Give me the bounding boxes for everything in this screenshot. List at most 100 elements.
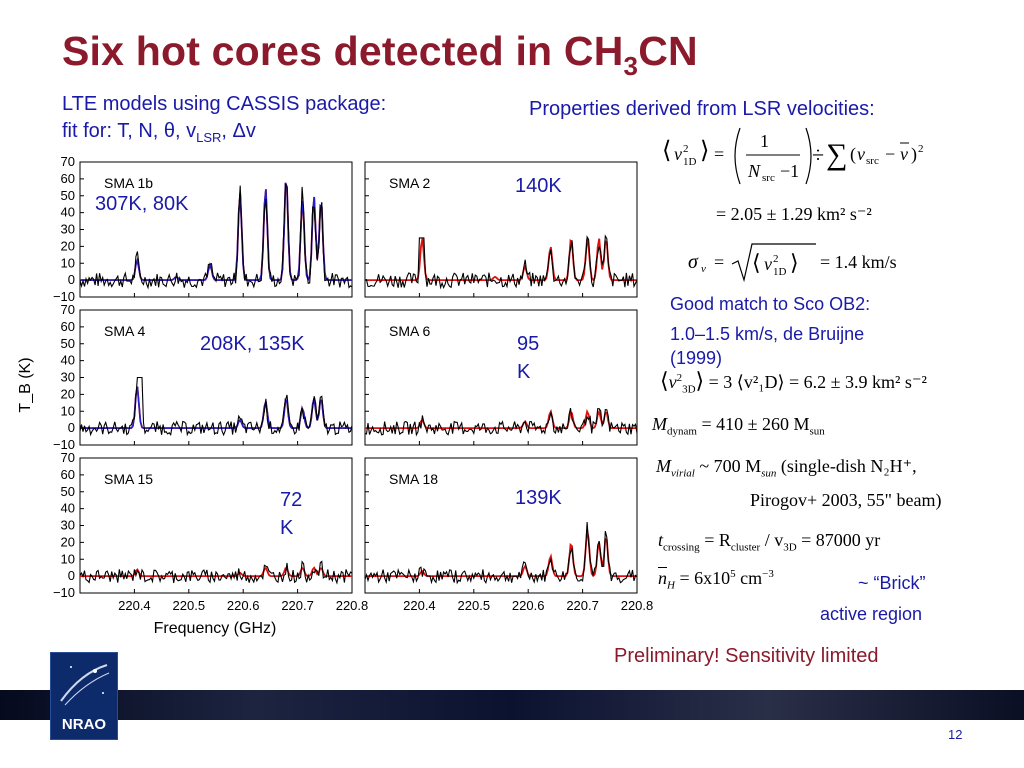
y-tick-label: −10	[53, 437, 75, 452]
y-tick-label: 10	[61, 403, 75, 418]
fit-result-label: 307K, 80K	[95, 193, 189, 215]
fit-result-label: 139K	[515, 487, 562, 509]
svg-text:⟨: ⟨	[752, 250, 761, 275]
y-tick-label: 50	[61, 188, 75, 203]
observed-spectrum	[364, 522, 638, 585]
fit-result-label: K	[517, 361, 531, 383]
x-tick-label: 220.7	[281, 598, 314, 613]
equation-sigma-v: σ v = ⟨ v 2 1D ⟩	[686, 240, 926, 291]
fit-result-label: 140K	[515, 175, 562, 197]
y-tick-label: 70	[61, 154, 75, 169]
svg-text:v: v	[674, 144, 682, 164]
fit-result-label: 72	[280, 489, 302, 511]
y-tick-label: 40	[61, 205, 75, 220]
y-tick-label: 30	[61, 370, 75, 385]
good-match-line2: 1.0–1.5 km/s, de Bruijne	[670, 324, 865, 344]
y-tick-label: 0	[68, 568, 75, 583]
x-axis-label: Frequency (GHz)	[154, 620, 277, 637]
x-tick-label: 220.8	[621, 598, 654, 613]
equation-v1d-svg: ⟨ v 2 1D ⟩ = 1 N src −1 ÷ ∑ ( v src − v …	[662, 127, 924, 185]
brick-label: ~ “Brick”	[858, 573, 926, 593]
panel-name: SMA 2	[389, 175, 430, 191]
x-tick-label: 220.5	[173, 598, 206, 613]
active-region-label: active region	[820, 604, 923, 624]
observed-spectrum	[364, 407, 638, 437]
svg-text:): )	[911, 144, 917, 165]
equation-v1d-result: = 2.05 ± 1.29 km² s⁻²	[716, 204, 872, 224]
panel-name: SMA 4	[104, 323, 145, 339]
nrao-logo: NRAO	[50, 652, 118, 740]
equation-mvirial-ref: Pirogov+ 2003, 55" beam)	[750, 490, 942, 510]
y-tick-label: 10	[61, 255, 75, 270]
spectrum-panel: SMA 2	[364, 161, 638, 298]
svg-text:N: N	[747, 161, 761, 181]
logo-text: NRAO	[61, 716, 107, 733]
x-tick-label: 220.6	[512, 598, 545, 613]
equation-mvirial: Mvirial ~ 700 Msun (single-dish N₂H⁺,	[656, 456, 917, 480]
y-tick-label: 70	[61, 302, 75, 317]
svg-text:2: 2	[918, 143, 924, 155]
x-tick-label: 220.7	[566, 598, 599, 613]
spectrum-panel: SMA 6	[364, 309, 638, 446]
x-tick-label: 220.8	[336, 598, 369, 613]
equation-sigma-result: = 1.4 km/s	[820, 252, 897, 272]
equation-tcrossing: tcrossing = Rcluster / v3D = 87000 yr	[658, 530, 881, 554]
y-tick-label: 40	[61, 501, 75, 516]
lte-models-text: LTE models using CASSIS package:	[62, 93, 387, 115]
observed-spectrum	[79, 376, 353, 437]
svg-text:(: (	[850, 144, 856, 165]
x-tick-label: 220.5	[458, 598, 491, 613]
svg-text:v: v	[701, 263, 706, 275]
svg-text:1D: 1D	[773, 266, 787, 278]
y-tick-label: 60	[61, 319, 75, 334]
panel-name: SMA 18	[389, 471, 438, 487]
equation-mdynam: Mdynam = 410 ± 260 Msun	[652, 414, 825, 438]
svg-text:⟩: ⟩	[700, 138, 709, 164]
fit-for-text: fit for: T, N, θ, vLSR, Δv	[62, 120, 256, 145]
fit-result-label: 95	[517, 333, 539, 355]
panel-name: SMA 1b	[104, 175, 153, 191]
x-tick-label: 220.4	[403, 598, 436, 613]
fit-result-label: 208K, 135K	[200, 333, 305, 355]
y-tick-label: 20	[61, 534, 75, 549]
x-tick-label: 220.4	[118, 598, 151, 613]
y-tick-label: 50	[61, 484, 75, 499]
good-match-line3: (1999)	[670, 348, 723, 368]
model-spectrum-red	[365, 408, 637, 430]
spectrum-panel: 220.4 220.5 220.6 220.7 220.8 SMA 18	[364, 457, 654, 613]
y-tick-label: 30	[61, 518, 75, 533]
x-tick-label: 220.6	[227, 598, 260, 613]
y-tick-label: −10	[53, 585, 75, 600]
good-match-line1: Good match to Sco OB2:	[670, 294, 871, 314]
svg-text:src: src	[866, 155, 879, 167]
equation-v1d: ⟨ v 2 1D ⟩ = 1 N src −1 ÷ ∑ ( v src − v …	[660, 122, 960, 197]
svg-text:1D: 1D	[683, 156, 697, 168]
properties-header: Properties derived from LSR velocities:	[529, 98, 875, 120]
model-spectrum-blue	[80, 386, 352, 429]
footer-banner	[0, 690, 1024, 720]
radio-telescope-icon	[60, 664, 110, 706]
svg-text:1: 1	[760, 131, 769, 151]
svg-text:2: 2	[773, 253, 779, 265]
page-number: 12	[948, 727, 963, 742]
equation-v3d: ⟨v23D⟩ = 3 ⟨v²₁D⟩ = 6.2 ± 3.9 km² s⁻²	[660, 368, 927, 396]
model-spectrum-red	[80, 566, 352, 578]
observed-spectrum	[79, 560, 353, 585]
y-tick-label: 10	[61, 551, 75, 566]
svg-text:v: v	[900, 144, 908, 164]
y-tick-label: 40	[61, 353, 75, 368]
svg-text:⟩: ⟩	[790, 250, 799, 275]
panel-name: SMA 15	[104, 471, 153, 487]
y-tick-label: 20	[61, 238, 75, 253]
slide-title: Six hot cores detected in CH3CN	[62, 28, 698, 81]
svg-text:σ: σ	[688, 251, 699, 273]
y-tick-label: 0	[68, 420, 75, 435]
svg-text:v: v	[857, 144, 865, 164]
fit-result-label: K	[280, 517, 294, 539]
svg-text:÷: ÷	[812, 142, 824, 167]
y-axis-label: T_B (K)	[17, 357, 34, 412]
observed-spectrum	[364, 234, 638, 290]
y-tick-label: 30	[61, 222, 75, 237]
